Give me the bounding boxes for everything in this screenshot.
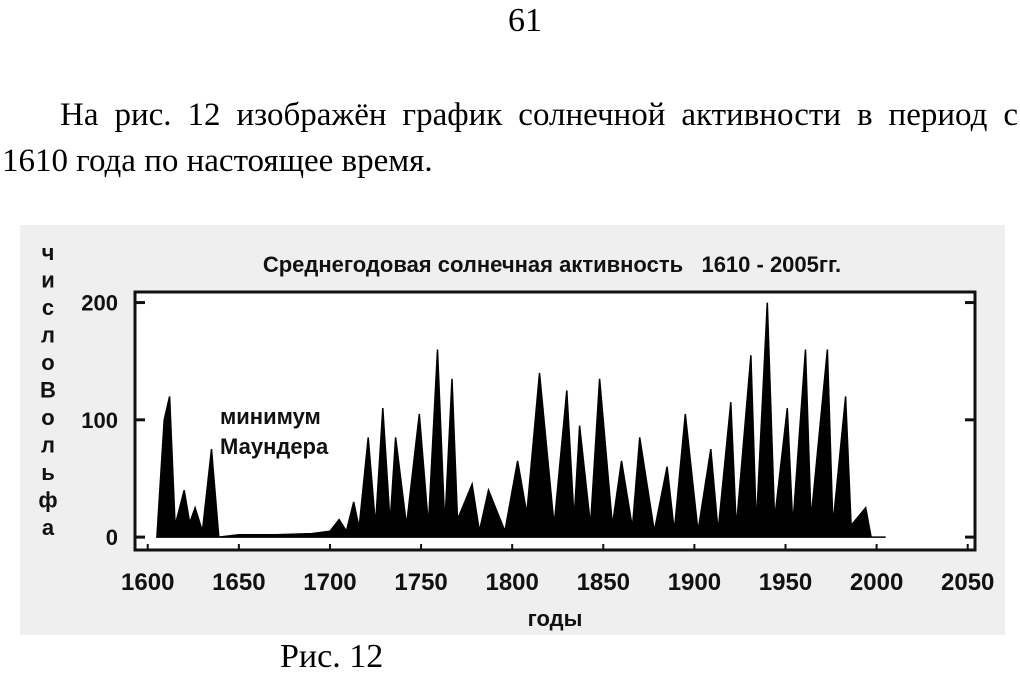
- chart: Среднегодовая солнечная активность 1610 …: [20, 225, 1005, 635]
- x-tick-label: 2050: [941, 569, 994, 596]
- y-tick-label: 0: [106, 525, 118, 550]
- x-tick-label: 1600: [121, 569, 174, 596]
- activity-area: [156, 302, 886, 538]
- chart-title: Среднегодовая солнечная активность 1610 …: [263, 252, 841, 277]
- x-tick-label: 1650: [212, 569, 265, 596]
- annotation-line: минимум: [220, 404, 321, 429]
- y-tick-label: 200: [81, 291, 118, 316]
- annotation-line: Маундера: [220, 434, 329, 459]
- x-tick-label: 1850: [577, 569, 630, 596]
- page-number: 61: [508, 2, 542, 39]
- annotation: минимум Маундера: [220, 404, 329, 459]
- caption: Рис. 12: [280, 638, 384, 675]
- x-tick-label: 1700: [303, 569, 356, 596]
- x-tick-label: 1750: [394, 569, 447, 596]
- paragraph: На рис. 12 изображён график солнечной ак…: [2, 97, 1018, 179]
- x-axis-label: годы: [528, 606, 583, 631]
- x-tick-label: 1800: [485, 569, 538, 596]
- x-tick-label: 2000: [850, 569, 903, 596]
- x-tick-label: 1950: [759, 569, 812, 596]
- x-tick-label: 1900: [668, 569, 721, 596]
- y-tick-label: 100: [81, 408, 118, 433]
